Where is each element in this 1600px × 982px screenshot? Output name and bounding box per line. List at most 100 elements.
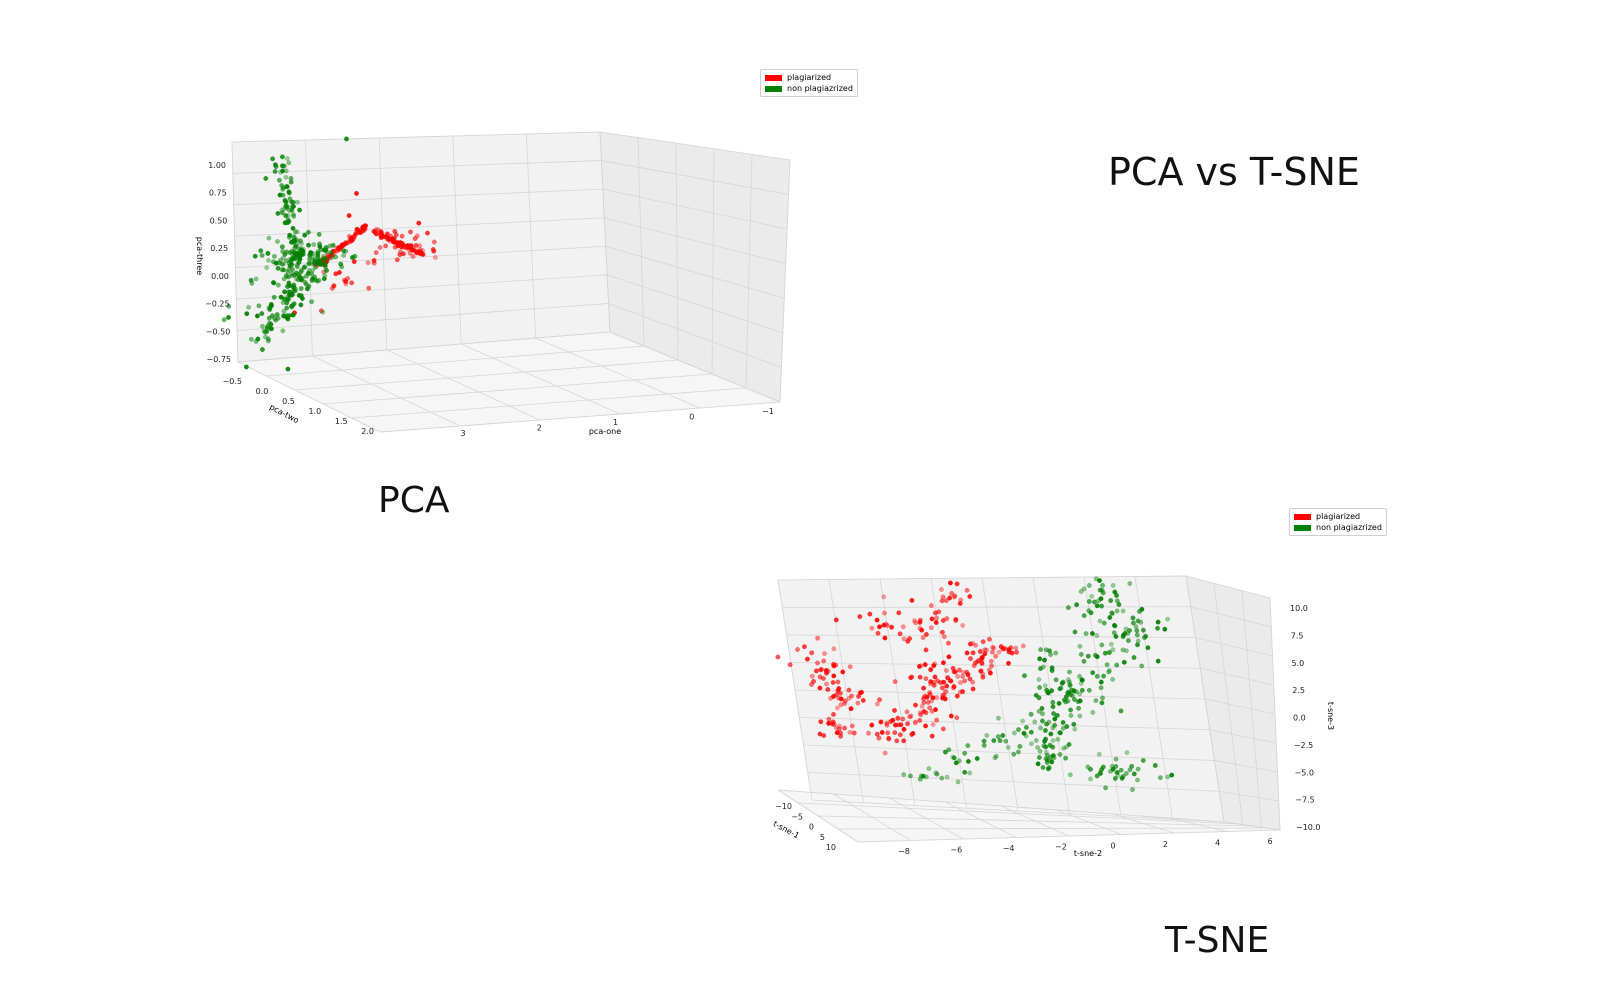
data-point-plagiarized-142 xyxy=(431,239,437,245)
data-point-non-plagiazrized-143 xyxy=(286,266,292,272)
data-point-plagiarized-162 xyxy=(802,644,807,650)
data-point-plagiarized-127 xyxy=(931,682,937,688)
data-point-plagiarized-252 xyxy=(831,712,836,717)
tsne-z-tick: 7.5 xyxy=(1291,631,1304,640)
data-point-plagiarized-259 xyxy=(826,716,832,722)
tsne-ticks: 10.07.55.02.50.0−2.5−5.0−7.5−10.0−10−505… xyxy=(775,604,1320,856)
data-point-non-plagiazrized-72 xyxy=(1090,710,1096,715)
tsne-y-axis-label: t-sne-2 xyxy=(1074,849,1102,858)
pca-y-tick: 0.0 xyxy=(256,387,269,396)
pca-z-tick: 0.50 xyxy=(210,216,228,225)
data-point-plagiarized-206 xyxy=(857,614,863,619)
data-point-plagiarized-15 xyxy=(918,712,924,718)
data-point-plagiarized-151 xyxy=(805,656,810,662)
data-point-non-plagiazrized-96 xyxy=(266,235,272,241)
data-point-non-plagiazrized-216 xyxy=(275,210,281,216)
pca-ticks: 1.000.750.500.250.00−0.25−0.50−0.75−0.50… xyxy=(205,161,774,438)
data-point-non-plagiazrized-247 xyxy=(1049,759,1055,765)
data-point-non-plagiazrized-305 xyxy=(244,311,250,317)
data-point-non-plagiazrized-270 xyxy=(262,334,268,340)
data-point-non-plagiazrized-62 xyxy=(1086,687,1092,693)
legend-entry-plagiarized: plagiarized xyxy=(765,72,853,83)
data-point-plagiarized-258 xyxy=(826,721,831,726)
pca-x-tick: 0 xyxy=(689,413,694,422)
data-point-non-plagiazrized-203 xyxy=(1078,589,1084,594)
data-point-non-plagiazrized-293 xyxy=(1094,633,1100,638)
data-point-non-plagiazrized-185 xyxy=(1072,697,1077,702)
data-point-non-plagiazrized-32 xyxy=(1011,751,1017,757)
data-point-non-plagiazrized-204 xyxy=(1100,590,1106,596)
data-point-non-plagiazrized-128 xyxy=(318,247,324,253)
data-point-non-plagiazrized-198 xyxy=(1089,593,1095,599)
data-point-non-plagiazrized-7 xyxy=(305,229,311,235)
data-point-non-plagiazrized-218 xyxy=(290,225,296,231)
data-point-non-plagiazrized-214 xyxy=(1092,599,1097,605)
data-point-plagiarized-56 xyxy=(973,642,978,648)
data-point-plagiarized-45 xyxy=(343,239,349,245)
data-point-non-plagiazrized-156 xyxy=(314,278,320,284)
data-point-non-plagiazrized-283 xyxy=(309,278,315,283)
data-point-plagiarized-61 xyxy=(336,246,341,252)
data-point-plagiarized-43 xyxy=(964,650,970,656)
data-point-plagiarized-145 xyxy=(432,255,438,260)
pca-grid xyxy=(231,131,791,433)
data-point-plagiarized-288 xyxy=(897,631,903,637)
data-point-non-plagiazrized-322 xyxy=(285,366,291,372)
data-point-non-plagiazrized-243 xyxy=(1047,743,1053,748)
data-point-non-plagiazrized-219 xyxy=(1055,736,1061,742)
pca-legend: plagiarized non plagiazrized xyxy=(760,69,858,97)
data-point-non-plagiazrized-295 xyxy=(1122,631,1128,636)
data-point-non-plagiazrized-176 xyxy=(1042,683,1048,688)
data-point-non-plagiazrized-56 xyxy=(287,250,293,256)
tsne-y-tick: 2 xyxy=(1163,840,1168,849)
data-point-plagiarized-222 xyxy=(940,594,946,600)
data-point-non-plagiazrized-188 xyxy=(283,168,289,174)
data-point-non-plagiazrized-75 xyxy=(316,231,322,237)
data-point-non-plagiazrized-37 xyxy=(1040,718,1045,724)
data-point-non-plagiazrized-80 xyxy=(306,242,311,248)
data-point-plagiarized-12 xyxy=(882,750,888,756)
tsne-x-tick: −10 xyxy=(775,802,792,811)
data-point-non-plagiazrized-52 xyxy=(298,268,304,274)
data-point-non-plagiazrized-105 xyxy=(1110,677,1116,682)
tsne-y-tick: 0 xyxy=(1111,841,1116,850)
data-point-plagiarized-25 xyxy=(893,722,898,728)
tsne-z-tick: 5.0 xyxy=(1292,659,1305,668)
data-point-non-plagiazrized-102 xyxy=(295,245,301,251)
data-point-plagiarized-279 xyxy=(946,640,951,646)
data-point-plagiarized-155 xyxy=(408,229,413,235)
data-point-plagiarized-175 xyxy=(831,662,836,667)
data-point-non-plagiazrized-142 xyxy=(283,258,289,263)
data-point-plagiarized-93 xyxy=(988,670,993,676)
data-point-non-plagiazrized-158 xyxy=(1037,685,1043,690)
data-point-non-plagiazrized-217 xyxy=(284,220,290,226)
tsne-x-tick: 10 xyxy=(826,843,836,852)
data-point-non-plagiazrized-302 xyxy=(221,317,227,323)
data-point-plagiarized-69 xyxy=(339,242,345,248)
data-point-plagiarized-244 xyxy=(1014,649,1019,655)
data-point-plagiarized-1 xyxy=(913,719,918,725)
data-point-non-plagiazrized-110 xyxy=(1072,629,1078,635)
data-point-non-plagiazrized-200 xyxy=(280,187,285,193)
data-point-plagiarized-261 xyxy=(830,721,836,727)
data-point-plagiarized-188 xyxy=(849,693,854,699)
data-point-non-plagiazrized-178 xyxy=(1069,687,1075,693)
data-point-plagiarized-255 xyxy=(851,730,857,736)
data-point-plagiarized-142 xyxy=(775,654,781,660)
tsne-z-tick: −7.5 xyxy=(1295,796,1314,805)
pca-y-tick: 1.0 xyxy=(308,407,321,416)
data-point-plagiarized-205 xyxy=(884,622,890,628)
data-point-plagiarized-276 xyxy=(918,663,924,669)
data-point-plagiarized-33 xyxy=(884,720,890,726)
data-point-non-plagiazrized-149 xyxy=(312,257,317,263)
data-point-plagiarized-149 xyxy=(412,236,418,242)
data-point-plagiarized-118 xyxy=(970,650,976,656)
data-point-plagiarized-155 xyxy=(817,674,823,680)
data-point-plagiarized-89 xyxy=(940,685,945,691)
data-point-non-plagiazrized-172 xyxy=(288,175,294,181)
data-point-non-plagiazrized-152 xyxy=(1039,706,1045,711)
data-point-plagiarized-133 xyxy=(952,669,958,675)
data-point-non-plagiazrized-113 xyxy=(1090,631,1095,636)
data-point-plagiarized-168 xyxy=(417,243,422,249)
data-point-plagiarized-86 xyxy=(954,715,960,721)
